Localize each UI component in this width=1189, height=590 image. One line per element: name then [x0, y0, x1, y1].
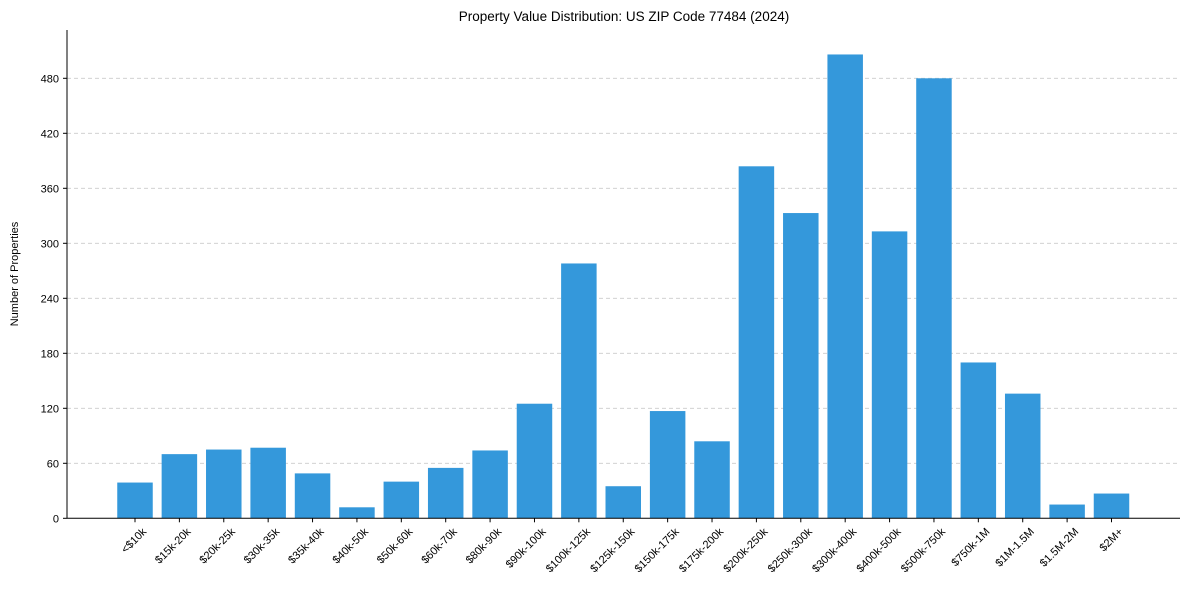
x-tick-label: $20k-25k — [197, 526, 238, 567]
bar — [1093, 493, 1130, 519]
y-tick-label: 240 — [41, 293, 59, 305]
x-tick-label: $80k-90k — [464, 526, 505, 567]
x-tick-label: $100k-125k — [544, 526, 593, 575]
bar — [605, 486, 641, 519]
x-tick-label: $1M-1.5M — [993, 526, 1037, 570]
bar — [472, 450, 508, 519]
y-tick-label: 420 — [41, 128, 59, 140]
x-tick-label: $175k-200k — [677, 526, 726, 575]
bar — [206, 449, 242, 519]
x-axis-ticks: <$10k $15k-20k $20k-25k $30k-35k $35k-40k $40… — [119, 518, 1126, 575]
x-tick-label: $40k-50k — [331, 526, 372, 567]
bar — [871, 231, 908, 519]
x-tick-label: $2M+ — [1097, 526, 1125, 554]
bar — [383, 481, 420, 519]
bar — [561, 263, 597, 519]
bar — [827, 54, 863, 519]
x-tick-label: $15k-20k — [153, 526, 194, 567]
chart-title: Property Value Distribution: US ZIP Code… — [459, 9, 789, 24]
bar — [738, 166, 775, 519]
bars — [117, 54, 1130, 519]
y-tick-label: 180 — [41, 348, 59, 360]
bar — [916, 78, 952, 519]
bar — [649, 411, 686, 519]
x-tick-label: $150k-175k — [633, 526, 682, 575]
x-tick-label: $90k-100k — [504, 526, 549, 571]
y-axis-ticks: 0 60 120 180 240 300 360 420 480 — [41, 73, 67, 525]
bar — [960, 362, 997, 519]
y-tick-label: 300 — [41, 238, 59, 250]
bar — [1004, 393, 1041, 519]
x-tick-label: $300k-400k — [810, 526, 859, 575]
bar — [1049, 504, 1085, 519]
bar — [117, 482, 153, 519]
x-tick-label: $250k-300k — [766, 526, 815, 575]
x-tick-label: $750k-1M — [949, 526, 992, 569]
x-tick-label: <$10k — [119, 526, 149, 556]
x-tick-label: $125k-150k — [588, 526, 637, 575]
y-tick-label: 60 — [47, 458, 59, 470]
x-tick-label: $30k-35k — [242, 526, 283, 567]
bar — [161, 454, 198, 519]
bar — [427, 467, 464, 519]
y-tick-label: 120 — [41, 403, 59, 415]
bar — [694, 441, 730, 519]
x-tick-label: $1.5M-2M — [1038, 526, 1082, 570]
x-tick-label: $400k-500k — [855, 526, 904, 575]
bar — [516, 403, 553, 519]
gridlines — [67, 77, 1180, 464]
x-tick-label: $60k-70k — [419, 526, 460, 567]
x-tick-label: $200k-250k — [721, 526, 770, 575]
bar — [339, 507, 375, 519]
y-tick-label: 360 — [41, 183, 59, 195]
y-axis-label: Number of Properties — [9, 221, 21, 326]
x-tick-label: $50k-60k — [375, 526, 416, 567]
bar — [294, 473, 331, 519]
y-tick-label: 480 — [41, 73, 59, 85]
bar — [783, 213, 819, 519]
x-tick-label: $500k-750k — [899, 526, 948, 575]
x-tick-label: $35k-40k — [286, 526, 327, 567]
y-tick-label: 0 — [53, 513, 59, 525]
bar — [250, 447, 286, 519]
